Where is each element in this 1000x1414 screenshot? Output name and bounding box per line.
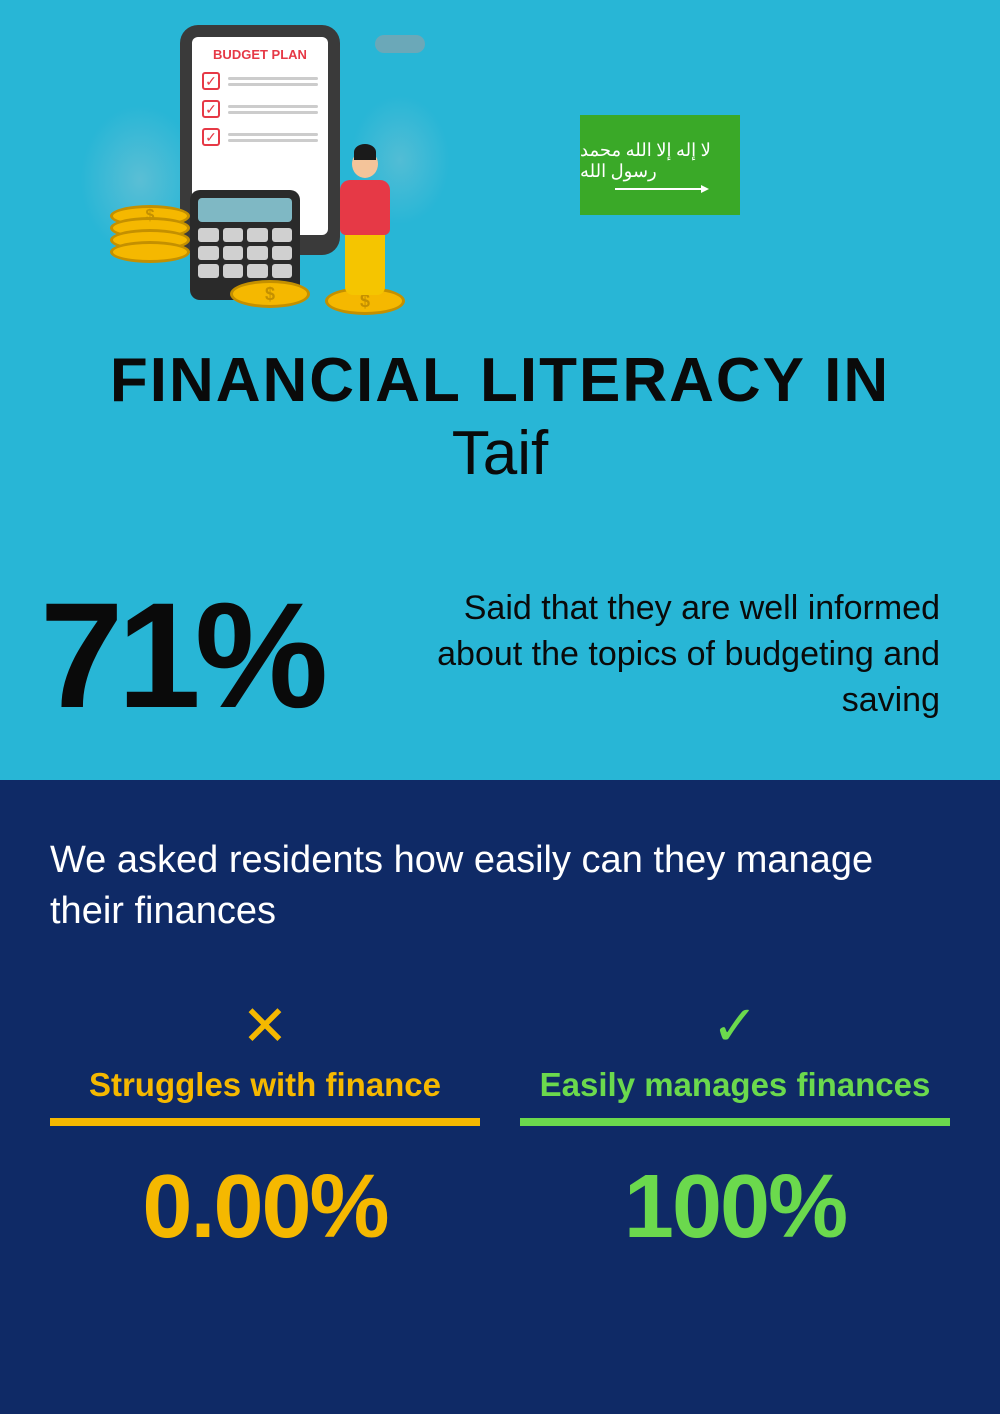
check-icon: ✓ bbox=[202, 128, 220, 146]
struggles-label: Struggles with finance bbox=[50, 1066, 480, 1126]
top-section: BUDGET PLAN ✓ ✓ ✓ bbox=[0, 0, 1000, 780]
person-figure bbox=[330, 150, 400, 305]
check-icon: ✓ bbox=[520, 998, 950, 1054]
comparison-row: ✕ Struggles with finance 0.00% ✓ Easily … bbox=[50, 998, 950, 1259]
checklist-lines bbox=[228, 130, 318, 145]
coin-icon bbox=[110, 241, 190, 263]
struggles-value: 0.00% bbox=[50, 1156, 480, 1259]
coin-icon: $ bbox=[230, 280, 310, 308]
person-legs bbox=[345, 235, 385, 295]
easy-value: 100% bbox=[520, 1156, 950, 1259]
checklist-row: ✓ bbox=[202, 100, 318, 118]
main-stat-row: 71% Said that they are well informed abo… bbox=[40, 580, 940, 730]
checklist-row: ✓ bbox=[202, 128, 318, 146]
flag-shahada-text: لا إله إلا الله محمد رسول الله bbox=[580, 140, 740, 182]
survey-question: We asked residents how easily can they m… bbox=[50, 835, 950, 938]
cloud-shape bbox=[375, 35, 425, 53]
bottom-section: We asked residents how easily can they m… bbox=[0, 780, 1000, 1414]
coin-stack-icon: $ bbox=[110, 215, 190, 263]
person-body bbox=[340, 180, 390, 235]
flag-sword-icon bbox=[615, 188, 705, 190]
check-icon: ✓ bbox=[202, 72, 220, 90]
main-stat-description: Said that they are well informed about t… bbox=[420, 586, 940, 724]
main-stat-percent: 71% bbox=[40, 580, 322, 730]
budget-plan-label: BUDGET PLAN bbox=[202, 47, 318, 62]
checklist-lines bbox=[228, 102, 318, 117]
budget-illustration: BUDGET PLAN ✓ ✓ ✓ bbox=[70, 15, 430, 315]
check-icon: ✓ bbox=[202, 100, 220, 118]
struggles-column: ✕ Struggles with finance 0.00% bbox=[50, 998, 480, 1259]
easy-column: ✓ Easily manages finances 100% bbox=[520, 998, 950, 1259]
saudi-flag: لا إله إلا الله محمد رسول الله bbox=[580, 115, 740, 215]
person-head bbox=[352, 150, 378, 178]
title-line1: FINANCIAL LITERACY IN bbox=[0, 345, 1000, 416]
title-line2: Taif bbox=[0, 418, 1000, 489]
calculator-screen bbox=[198, 198, 292, 222]
x-icon: ✕ bbox=[50, 998, 480, 1054]
checklist-row: ✓ bbox=[202, 72, 318, 90]
easy-label: Easily manages finances bbox=[520, 1066, 950, 1126]
calculator-keys bbox=[198, 228, 292, 278]
page-title: FINANCIAL LITERACY IN Taif bbox=[0, 345, 1000, 489]
checklist-lines bbox=[228, 74, 318, 89]
